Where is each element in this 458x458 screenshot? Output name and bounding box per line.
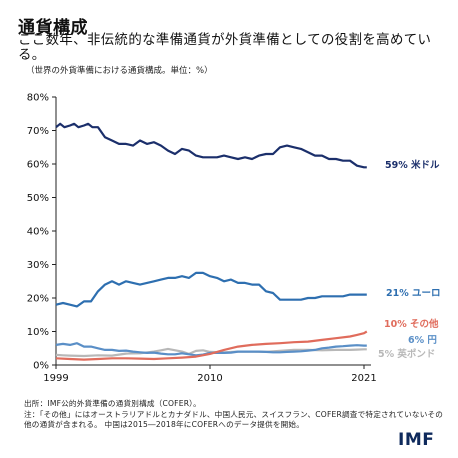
series-label: 21% ユーロ [386, 288, 441, 299]
y-tick-label: 30% [27, 260, 49, 271]
y-tick-label: 80% [27, 93, 49, 104]
y-tick-label: 10% [27, 327, 49, 338]
y-tick-label: 40% [27, 227, 49, 238]
source-note: 出所：IMF公的外貨準備の通貨別構成（COFER）。 [24, 399, 201, 408]
x-tick-label: 1999 [43, 373, 68, 384]
series-line [55, 330, 368, 361]
y-tick-label: 20% [27, 294, 49, 305]
y-tick-label: 50% [27, 193, 49, 204]
x-tick-label: 2021 [351, 373, 376, 384]
y-tick-label: 70% [27, 126, 49, 137]
series-label: 10% その他 [384, 318, 439, 330]
y-tick-label: 0% [33, 361, 49, 372]
unit-note: （世界の外貨準備における通貨構成。単位：%） [26, 66, 213, 76]
series-label: 59% 米ドル [385, 159, 440, 171]
imf-logo: IMF [398, 430, 435, 450]
subtitle: ここ数年、非伝統的な準備通貨が外貨準備としての役割を高めている。 [18, 33, 432, 63]
footer: 出所：IMF公的外貨準備の通貨別構成（COFER）。 注：「その他」にはオースト… [24, 399, 444, 431]
footnote: 注：「その他」にはオーストラリアドルとカナダドル、中国人民元、スイスフラン、CO… [24, 409, 444, 430]
series-line [55, 271, 367, 308]
series-label: 5% 英ポンド [378, 348, 435, 360]
y-tick-label: 60% [27, 160, 49, 171]
x-tick-label: 2010 [197, 373, 222, 384]
line-chart: 0% 10% 20% 30% 40% 50% 60% 70% 80% 1999 2010 2021 59… [27, 93, 441, 385]
page-title: 通貨構成 [18, 18, 88, 38]
series-line [55, 122, 367, 169]
series-label: 6% 円 [408, 335, 437, 346]
series-line [55, 347, 367, 358]
